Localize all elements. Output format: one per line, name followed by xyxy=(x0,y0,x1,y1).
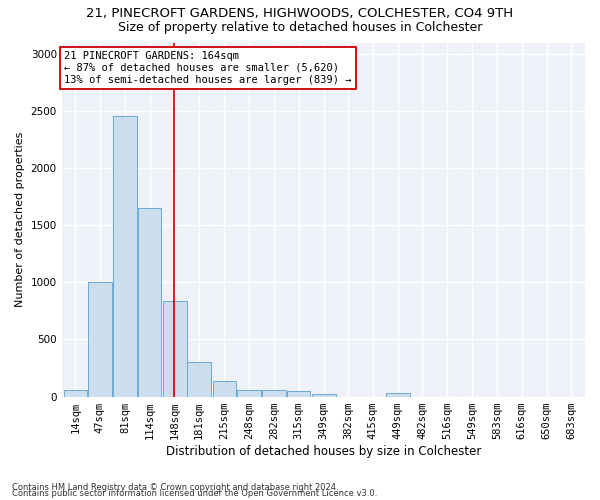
Y-axis label: Number of detached properties: Number of detached properties xyxy=(15,132,25,307)
Text: Contains public sector information licensed under the Open Government Licence v3: Contains public sector information licen… xyxy=(12,490,377,498)
Bar xyxy=(237,390,260,396)
Text: 21 PINECROFT GARDENS: 164sqm
← 87% of detached houses are smaller (5,620)
13% of: 21 PINECROFT GARDENS: 164sqm ← 87% of de… xyxy=(64,52,352,84)
Bar xyxy=(287,392,310,396)
Bar xyxy=(386,392,410,396)
Text: Contains HM Land Registry data © Crown copyright and database right 2024.: Contains HM Land Registry data © Crown c… xyxy=(12,484,338,492)
Bar xyxy=(212,380,236,396)
Bar xyxy=(163,300,187,396)
Bar xyxy=(262,390,286,396)
Bar xyxy=(312,394,335,396)
Bar xyxy=(137,208,161,396)
X-axis label: Distribution of detached houses by size in Colchester: Distribution of detached houses by size … xyxy=(166,444,481,458)
Text: 21, PINECROFT GARDENS, HIGHWOODS, COLCHESTER, CO4 9TH: 21, PINECROFT GARDENS, HIGHWOODS, COLCHE… xyxy=(86,8,514,20)
Bar xyxy=(187,362,211,396)
Bar xyxy=(88,282,112,397)
Text: Size of property relative to detached houses in Colchester: Size of property relative to detached ho… xyxy=(118,21,482,34)
Bar xyxy=(113,116,137,396)
Bar xyxy=(64,390,87,396)
